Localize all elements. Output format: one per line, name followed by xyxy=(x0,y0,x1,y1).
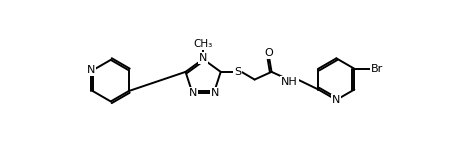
Text: CH₃: CH₃ xyxy=(194,39,213,49)
Text: O: O xyxy=(265,48,274,58)
Text: N: N xyxy=(87,65,95,75)
Text: N: N xyxy=(199,53,208,63)
Text: Br: Br xyxy=(371,64,384,74)
Text: NH: NH xyxy=(281,77,298,87)
Text: N: N xyxy=(332,95,340,105)
Text: N: N xyxy=(189,88,197,98)
Text: N: N xyxy=(211,88,220,98)
Text: S: S xyxy=(234,67,241,77)
